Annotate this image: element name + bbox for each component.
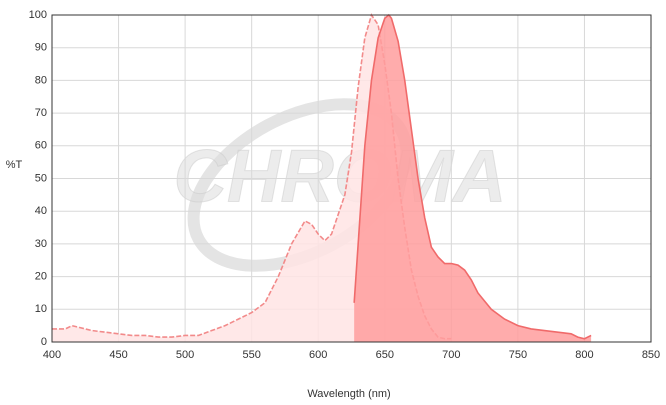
series-area [52, 15, 452, 342]
x-axis-label: Wavelength (nm) [307, 388, 390, 400]
x-tick-label: 600 [309, 349, 327, 361]
series-area [354, 15, 592, 342]
series-line [353, 13, 592, 340]
y-tick-label: 40 [35, 205, 47, 217]
x-tick-label: 400 [43, 349, 61, 361]
y-tick-label: 20 [35, 271, 47, 283]
y-tick-label: 100 [29, 9, 47, 21]
x-tick-label: 450 [109, 349, 127, 361]
y-tick-label: 60 [35, 140, 47, 152]
y-tick-label: 0 [41, 336, 47, 348]
y-tick-label: 50 [35, 172, 47, 184]
x-tick-label: 800 [575, 349, 593, 361]
x-tick-label: 750 [509, 349, 527, 361]
y-tick-label: 90 [35, 42, 47, 54]
y-tick-label: 70 [35, 107, 47, 119]
y-tick-label: 30 [35, 238, 47, 250]
x-tick-label: 500 [176, 349, 194, 361]
x-tick-label: 550 [242, 349, 260, 361]
y-tick-label: 10 [35, 303, 47, 315]
x-tick-label: 650 [376, 349, 394, 361]
y-tick-label: 80 [35, 74, 47, 86]
x-tick-label: 700 [442, 349, 460, 361]
watermark-text: CHROMA [174, 135, 507, 218]
y-axis-label: %T [6, 159, 23, 171]
x-tick-label: 850 [642, 349, 660, 361]
plot-border [51, 14, 652, 343]
